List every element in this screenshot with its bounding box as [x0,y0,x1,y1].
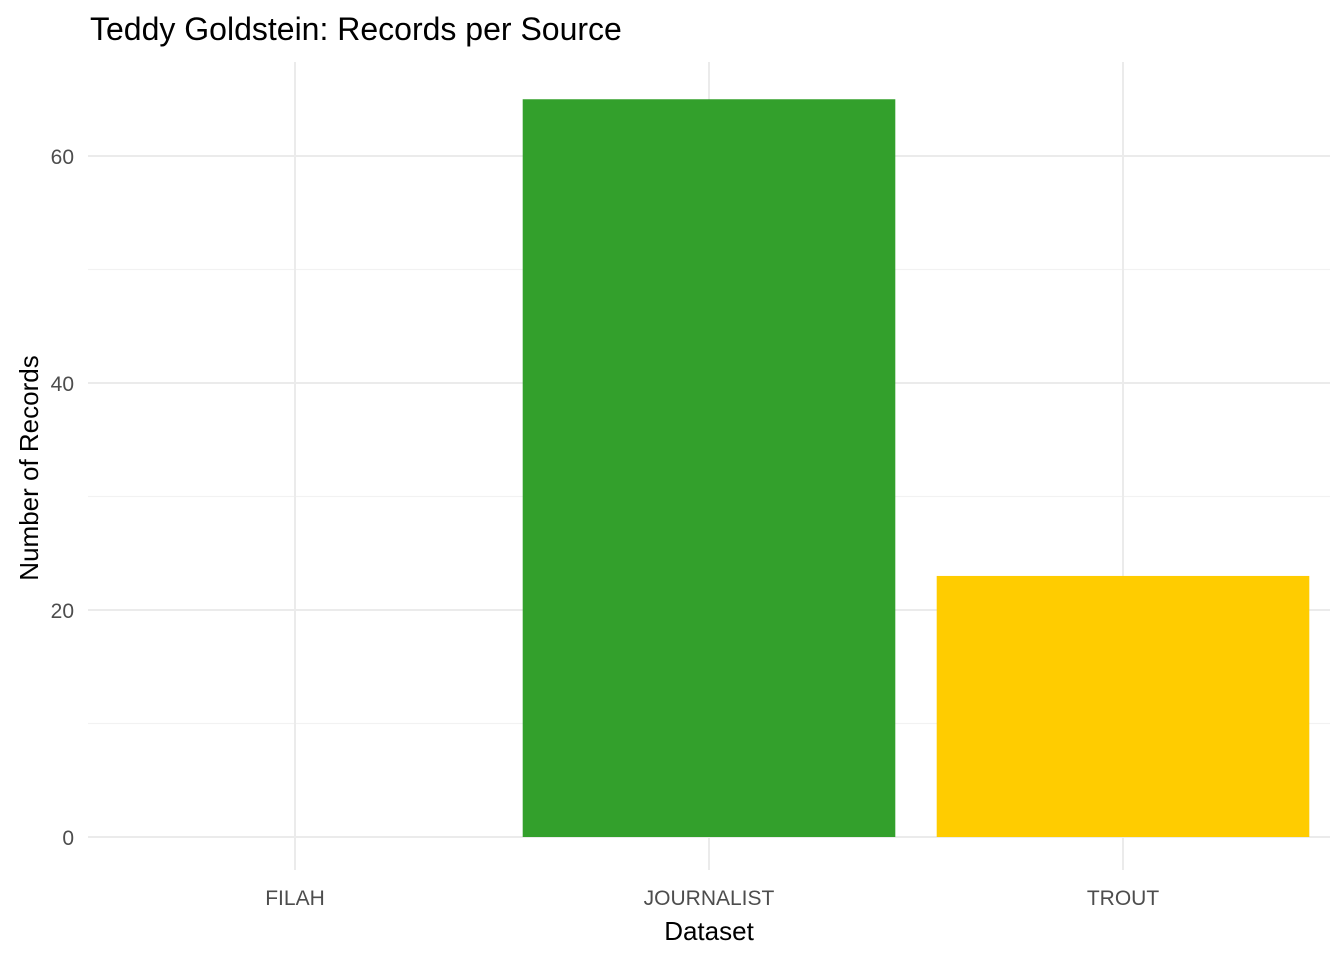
bar-trout [936,575,1310,837]
x-tick-label: TROUT [1087,887,1159,910]
bars-layer [522,99,1310,837]
bar-journalist [522,99,896,837]
y-tick-label: 60 [51,146,74,169]
y-tick-label: 40 [51,373,74,396]
chart-title: Teddy Goldstein: Records per Source [90,11,622,47]
y-axis-title: Number of Records [14,355,44,580]
x-axis-ticks: FILAH JOURNALIST TROUT [265,887,1159,910]
y-tick-label: 20 [51,600,74,623]
x-tick-label: FILAH [265,887,325,910]
y-axis-ticks: 0 20 40 60 [51,146,74,850]
x-tick-label: JOURNALIST [644,887,775,910]
y-tick-label: 0 [62,827,74,850]
x-axis-title: Dataset [664,916,754,946]
